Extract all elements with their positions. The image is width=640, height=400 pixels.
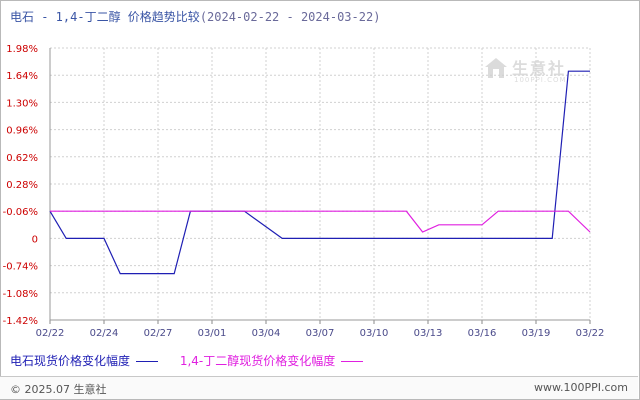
legend-label-series1: 电石现货价格变化幅度: [10, 354, 131, 368]
x-tick-label: 03/10: [360, 328, 389, 339]
y-tick-label: 0.62%: [6, 153, 38, 164]
x-tick-label: 03/19: [522, 328, 551, 339]
legend-label-series2: 1,4-丁二醇现货价格变化幅度: [179, 354, 336, 368]
y-tick-label: -1.42%: [3, 316, 38, 327]
y-tick-label: 0.96%: [6, 126, 38, 137]
legend-swatch-series2: [341, 361, 364, 362]
x-tick-label: 02/27: [144, 328, 173, 339]
y-tick-label: 1.98%: [6, 44, 38, 55]
x-tick-label: 03/01: [198, 328, 227, 339]
x-tick-label: 03/16: [468, 328, 497, 339]
x-tick-label: 02/24: [90, 328, 119, 339]
x-tick-label: 03/04: [252, 328, 281, 339]
footer-copyright: © 2025.07 生意社: [10, 383, 107, 396]
y-tick-labels: 1.98% 1.64% 1.30% 0.96% 0.62% 0.28% -0.06% 0 -0.…: [3, 44, 38, 327]
legend: 电石现货价格变化幅度 1,4-丁二醇现货价格变化幅度: [10, 352, 381, 369]
footer-url[interactable]: www.100PPI.com: [534, 381, 628, 394]
y-tick-label: 1.64%: [6, 71, 38, 82]
chart-title-range: (2024-02-22 - 2024-03-22): [199, 10, 381, 24]
x-tick-labels: 02/22 02/24 02/27 03/01 03/04 03/07 03/10 03/13…: [36, 328, 605, 339]
watermark-name: 生意社: [512, 59, 567, 78]
watermark-url: 100PPI.COM: [514, 76, 567, 84]
legend-swatch-series1: [136, 361, 159, 362]
y-tick-label: -0.74%: [3, 262, 38, 273]
chart-title: 电石 - 1,4-丁二醇 价格趋势比较(2024-02-22 - 2024-03…: [10, 8, 380, 25]
y-tick-label: 0.28%: [6, 180, 38, 191]
axis-layer: [49, 48, 591, 324]
x-tick-label: 03/07: [306, 328, 335, 339]
chart-title-main: 电石 - 1,4-丁二醇 价格趋势比较: [10, 10, 200, 24]
y-tick-label: -1.08%: [3, 289, 38, 300]
footer: © 2025.07 生意社 www.100PPI.com: [0, 376, 638, 399]
y-tick-label: 0: [32, 234, 38, 245]
legend-item-series2: 1,4-丁二醇现货价格变化幅度: [179, 352, 364, 369]
x-tick-label: 03/13: [414, 328, 443, 339]
series-line-2: [50, 210, 591, 233]
x-tick-label: 02/22: [36, 328, 65, 339]
legend-item-series1: 电石现货价格变化幅度: [10, 352, 159, 369]
house-logo-icon: [485, 58, 507, 78]
series-layer: [49, 70, 591, 275]
grid-layer: [49, 47, 591, 321]
y-tick-label: 1.30%: [6, 98, 38, 109]
x-tick-label: 03/22: [576, 328, 605, 339]
y-tick-label: -0.06%: [3, 207, 38, 218]
